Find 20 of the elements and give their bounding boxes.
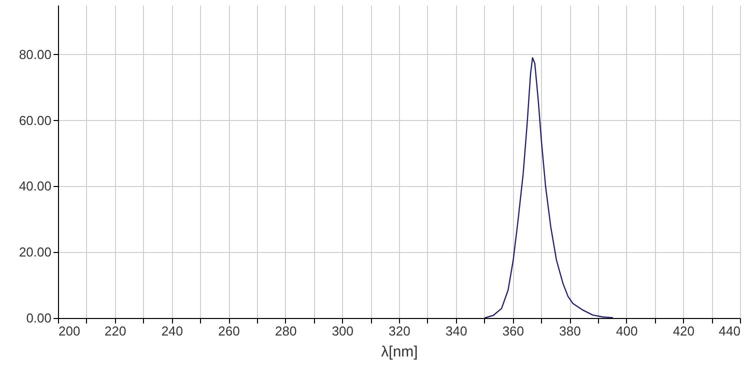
x-tick-label: 380 <box>559 324 581 338</box>
x-tick-label: 200 <box>58 324 80 338</box>
x-tick-label: 220 <box>104 324 126 338</box>
x-axis-title: λ[nm] <box>381 344 418 360</box>
y-tick-label: 0.00 <box>26 310 52 326</box>
y-tick-label: 80.00 <box>18 46 52 62</box>
x-tick-label: 280 <box>274 324 297 338</box>
line-series <box>484 57 614 318</box>
y-tick-label: 20.00 <box>18 244 52 260</box>
x-tick-label: 360 <box>502 324 524 338</box>
x-tick-label: 440 <box>718 324 740 338</box>
x-tick-label: 320 <box>388 324 410 338</box>
x-tick-label: 300 <box>332 324 354 338</box>
y-tick-label: 40.00 <box>18 178 52 194</box>
x-tick-label: 420 <box>672 324 695 338</box>
y-tick-label: 60.00 <box>18 112 52 128</box>
x-tick-label: 340 <box>445 324 468 338</box>
x-tick-label: 400 <box>616 324 638 338</box>
x-tick-label: 240 <box>161 324 184 338</box>
x-tick-label: 260 <box>218 324 240 338</box>
